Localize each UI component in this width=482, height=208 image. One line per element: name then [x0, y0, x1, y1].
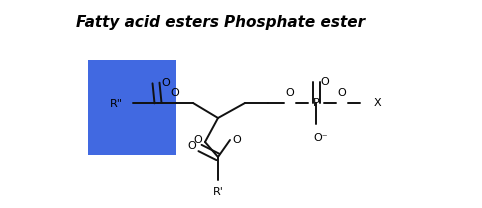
- Bar: [88, 60, 176, 155]
- Text: O: O: [337, 88, 347, 98]
- Text: Fatty acid esters: Fatty acid esters: [77, 15, 219, 30]
- Text: R': R': [213, 187, 224, 197]
- Text: O: O: [171, 88, 179, 98]
- Text: O: O: [233, 135, 241, 145]
- Text: O⁻: O⁻: [314, 133, 328, 143]
- Text: R": R": [110, 99, 123, 109]
- Text: O: O: [286, 88, 295, 98]
- Text: O: O: [161, 78, 170, 88]
- Text: O: O: [187, 141, 196, 151]
- Text: O: O: [321, 77, 329, 87]
- Text: Phosphate ester: Phosphate ester: [225, 15, 365, 30]
- Text: O: O: [194, 135, 202, 145]
- Text: P: P: [313, 98, 320, 108]
- Text: X: X: [373, 98, 381, 108]
